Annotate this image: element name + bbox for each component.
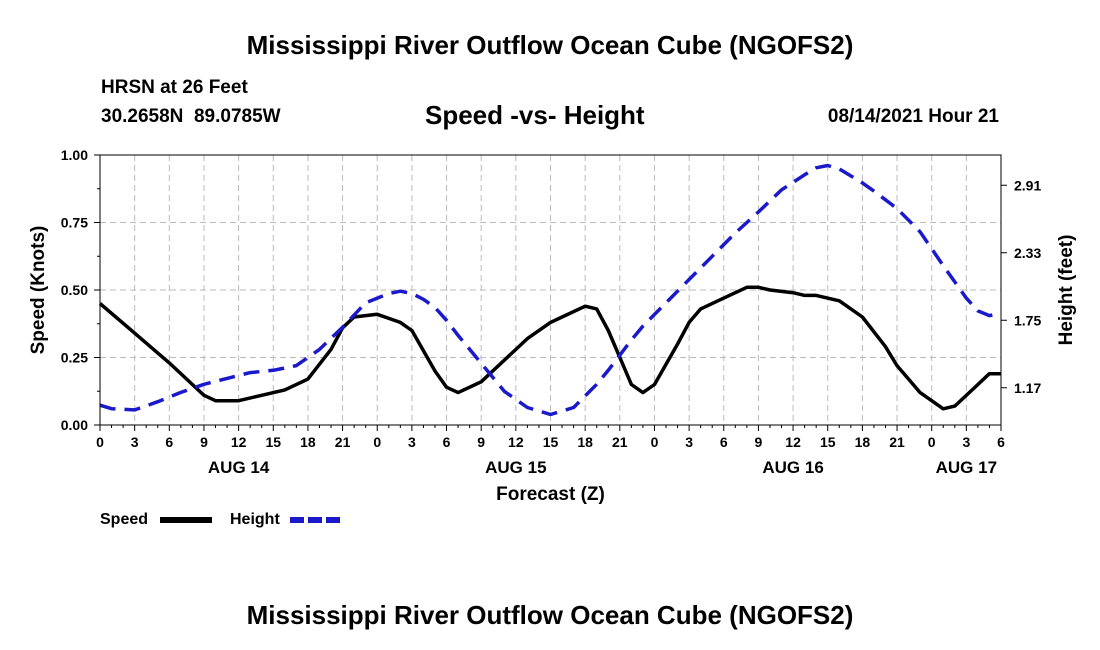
y-tick-label: 0.00 bbox=[61, 417, 88, 433]
series-line-speed bbox=[98, 285, 1001, 411]
legend-label-height: Height bbox=[230, 511, 280, 528]
x-tick-label: 3 bbox=[685, 434, 693, 450]
y2-tick-label: 2.33 bbox=[1014, 245, 1041, 261]
chart-axes bbox=[94, 154, 1007, 431]
series-line-height bbox=[99, 163, 1002, 417]
y-tick-label: 0.25 bbox=[61, 350, 88, 366]
y2-axis-title: Height (feet) bbox=[1056, 235, 1077, 346]
x-tick-label: 15 bbox=[265, 434, 281, 450]
date-label: AUG 16 bbox=[762, 458, 823, 477]
x-tick-label: 6 bbox=[443, 434, 451, 450]
legend-label-speed: Speed bbox=[100, 511, 148, 528]
chart-labels: 0 3 6 9 12 15 18 21 0 3 6 9 12 15 18 21 0 3 6 9 12 15 18 21 0 3 6A… bbox=[28, 147, 1077, 505]
y-tick-label: 1.00 bbox=[61, 147, 88, 163]
x-tick-label: 12 bbox=[231, 434, 247, 450]
x-tick-label: 9 bbox=[477, 434, 485, 450]
x-tick-label: 12 bbox=[785, 434, 801, 450]
y2-tick-label: 1.17 bbox=[1014, 380, 1041, 396]
chart-grid bbox=[100, 155, 1001, 425]
x-tick-label: 18 bbox=[577, 434, 593, 450]
x-tick-label: 9 bbox=[755, 434, 763, 450]
y-axis-title: Speed (Knots) bbox=[28, 226, 49, 355]
y2-tick-label: 2.91 bbox=[1014, 177, 1041, 193]
x-tick-label: 9 bbox=[200, 434, 208, 450]
x-tick-label: 0 bbox=[96, 434, 104, 450]
x-tick-label: 0 bbox=[373, 434, 381, 450]
chart-subtitle: Speed -vs- Height bbox=[425, 100, 645, 130]
x-tick-label: 6 bbox=[720, 434, 728, 450]
x-tick-label: 6 bbox=[165, 434, 173, 450]
station-label: HRSN at 26 Feet bbox=[101, 77, 248, 98]
x-tick-label: 21 bbox=[335, 434, 351, 450]
x-tick-label: 15 bbox=[543, 434, 559, 450]
y-tick-label: 0.75 bbox=[61, 215, 88, 231]
x-tick-label: 6 bbox=[997, 434, 1005, 450]
date-label: AUG 17 bbox=[936, 458, 997, 477]
x-tick-label: 12 bbox=[508, 434, 524, 450]
x-tick-label: 0 bbox=[928, 434, 936, 450]
x-tick-label: 3 bbox=[131, 434, 139, 450]
date-label: AUG 15 bbox=[485, 458, 546, 477]
date-label: AUG 14 bbox=[208, 458, 270, 477]
chart-legend: Speed Height bbox=[100, 511, 342, 528]
x-tick-label: 3 bbox=[408, 434, 416, 450]
x-tick-label: 21 bbox=[889, 434, 905, 450]
y2-tick-label: 1.75 bbox=[1014, 312, 1041, 328]
chart-series bbox=[98, 163, 1002, 417]
station-coordinates: 30.2658N 89.0785W bbox=[101, 106, 281, 127]
main-title: Mississippi River Outflow Ocean Cube (NG… bbox=[246, 30, 854, 60]
x-tick-label: 18 bbox=[300, 434, 316, 450]
y-tick-label: 0.50 bbox=[61, 282, 88, 298]
x-tick-label: 15 bbox=[820, 434, 836, 450]
x-tick-label: 3 bbox=[962, 434, 970, 450]
x-tick-label: 0 bbox=[651, 434, 659, 450]
footer-title: Mississippi River Outflow Ocean Cube (NG… bbox=[246, 600, 854, 630]
x-tick-label: 21 bbox=[612, 434, 628, 450]
x-tick-label: 18 bbox=[855, 434, 871, 450]
forecast-datetime: 08/14/2021 Hour 21 bbox=[827, 106, 999, 127]
x-axis-title: Forecast (Z) bbox=[496, 484, 605, 505]
